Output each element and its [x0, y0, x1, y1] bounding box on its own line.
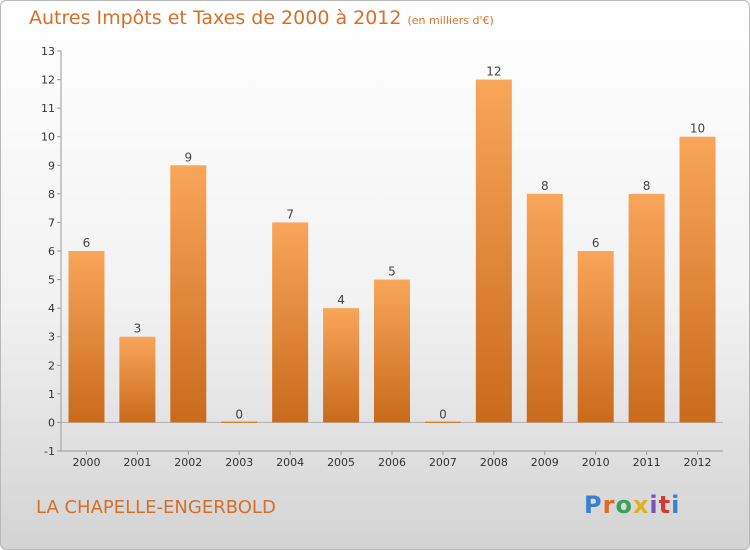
data-label: 0 — [235, 407, 243, 421]
x-tick-label: 2002 — [174, 456, 202, 469]
bar — [119, 336, 156, 423]
x-tick-label: 2008 — [480, 456, 508, 469]
commune-name: LA CHAPELLE-ENGERBOLD — [36, 497, 276, 518]
y-tick-label: 3 — [48, 331, 55, 344]
y-tick-label: 4 — [48, 302, 55, 315]
bar — [374, 279, 410, 423]
data-label: 6 — [83, 236, 91, 250]
bar — [577, 251, 614, 423]
y-tick-label: 0 — [48, 416, 55, 429]
bar — [679, 136, 716, 423]
chart-title: Autres Impôts et Taxes de 2000 à 2012 (en… — [29, 7, 494, 29]
x-tick-label: 2004 — [276, 456, 304, 469]
y-tick-label: 6 — [48, 245, 55, 258]
data-label: 12 — [486, 65, 501, 79]
y-tick-label: 5 — [48, 274, 55, 287]
data-label: 10 — [690, 122, 705, 136]
y-tick-label: 8 — [48, 188, 55, 201]
bar — [221, 421, 258, 423]
data-label: 8 — [643, 179, 651, 193]
chart-unit: (en milliers d'€) — [407, 14, 494, 27]
x-tick-label: 2011 — [633, 456, 661, 469]
y-tick-label: 1 — [48, 388, 55, 401]
data-label: 6 — [592, 236, 600, 250]
bar — [424, 421, 461, 423]
data-label: 7 — [286, 207, 294, 221]
x-tick-label: 2000 — [72, 456, 100, 469]
y-tick-label: 9 — [48, 159, 55, 172]
x-tick-label: 2005 — [327, 456, 355, 469]
x-tick-label: 2009 — [531, 456, 559, 469]
data-label: 3 — [134, 322, 142, 336]
data-label: 9 — [184, 150, 192, 164]
y-tick-label: 10 — [41, 131, 55, 144]
x-tick-label: 2007 — [429, 456, 457, 469]
data-label: 5 — [388, 265, 396, 279]
bar — [628, 193, 665, 423]
data-label: 4 — [337, 293, 345, 307]
x-tick-label: 2001 — [123, 456, 151, 469]
data-label: 0 — [439, 407, 447, 421]
y-tick-label: 2 — [48, 359, 55, 372]
bar — [170, 165, 207, 423]
data-label: 8 — [541, 179, 549, 193]
chart-title-text: Autres Impôts et Taxes de 2000 à 2012 — [29, 7, 402, 29]
bar — [68, 251, 105, 423]
y-tick-label: 11 — [41, 102, 55, 115]
y-tick-label: 13 — [41, 45, 55, 58]
bar — [526, 193, 563, 423]
x-tick-label: 2010 — [582, 456, 610, 469]
bar — [475, 79, 512, 423]
y-tick-label: 12 — [41, 74, 55, 87]
y-tick-label: -1 — [44, 445, 55, 458]
bar — [272, 222, 309, 423]
x-tick-label: 2006 — [378, 456, 406, 469]
x-tick-label: 2012 — [684, 456, 712, 469]
x-tick-label: 2003 — [225, 456, 253, 469]
bar — [323, 308, 360, 423]
y-tick-label: 7 — [48, 216, 55, 229]
proxiti-logo[interactable]: Proxiti — [584, 491, 681, 519]
